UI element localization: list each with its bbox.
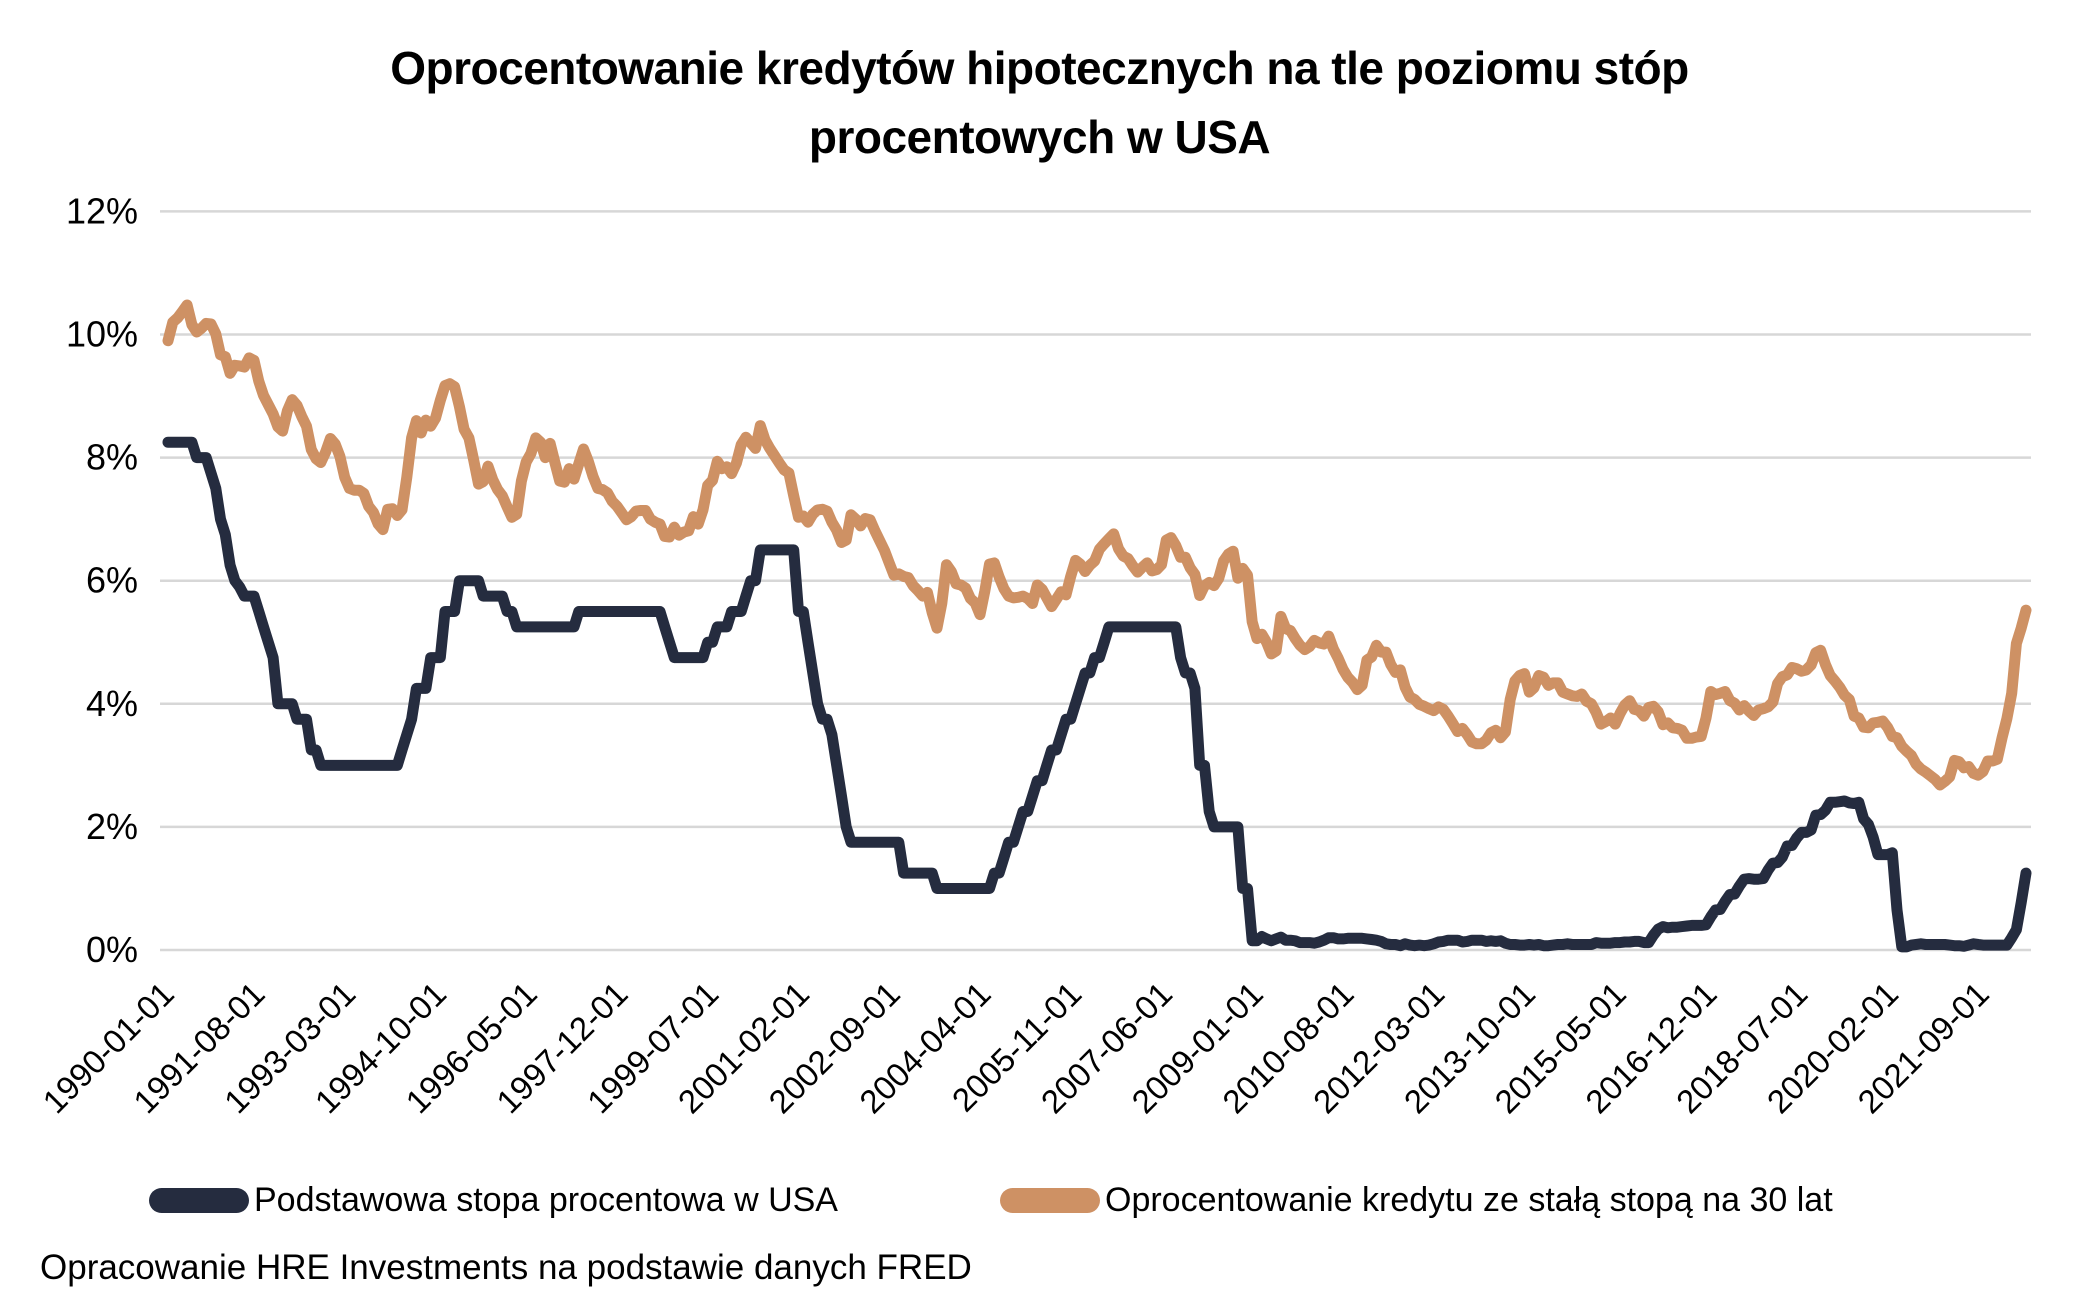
y-tick-label: 8% <box>86 437 138 478</box>
source-note: Opracowanie HRE Investments na podstawie… <box>40 1248 972 1287</box>
mortgage-rate-legend-label: Oprocentowanie kredytu ze stałą stopą na… <box>1105 1180 1833 1219</box>
mortgage-rate-legend-swatch <box>1000 1187 1100 1213</box>
y-tick-label: 6% <box>86 560 138 601</box>
series-line-base-rate <box>162 436 2032 953</box>
base-rate-legend-swatch <box>149 1187 249 1213</box>
y-tick-label: 4% <box>86 683 138 724</box>
series-line-mortgage-rate <box>162 299 2032 791</box>
y-tick-label: 0% <box>86 929 138 970</box>
legend-entry-base-rate: Podstawowa stopa procentowa w USA <box>149 1180 838 1219</box>
base-rate-legend-label: Podstawowa stopa procentowa w USA <box>254 1180 838 1219</box>
y-tick-label: 2% <box>86 806 138 847</box>
chart-title: Oprocentowanie kredytów hipotecznych na … <box>0 34 2079 172</box>
y-tick-label: 10% <box>66 314 138 355</box>
chart-title-text: Oprocentowanie kredytów hipotecznych na … <box>390 42 1689 163</box>
legend-entry-mortgage-rate: Oprocentowanie kredytu ze stałą stopą na… <box>1000 1180 1833 1219</box>
y-tick-label: 12% <box>66 190 138 231</box>
